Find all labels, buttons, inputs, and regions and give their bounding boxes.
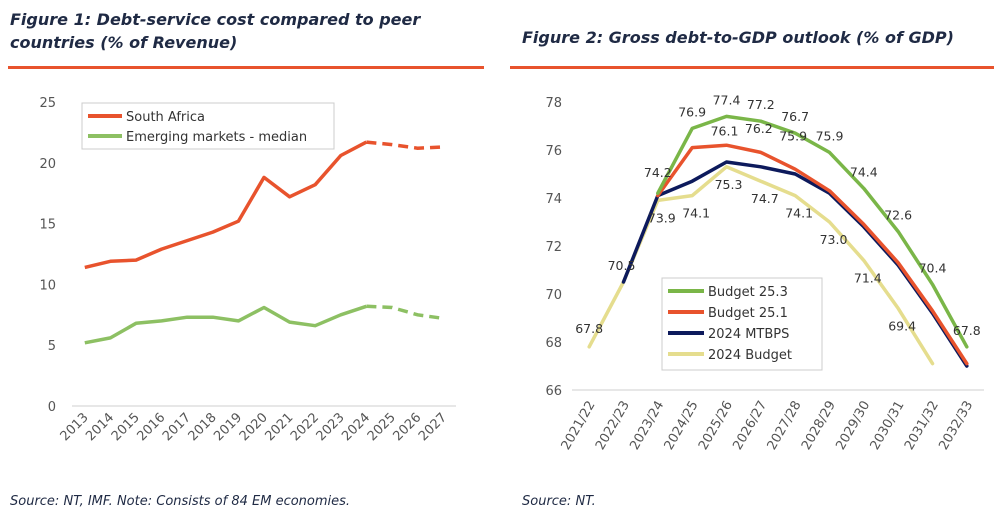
figure-1-panel: Figure 1: Debt-service cost compared to …: [0, 0, 492, 518]
y-tick-label: 68: [545, 336, 562, 351]
x-tick-label: 2020: [237, 410, 271, 444]
x-tick-label: 2021: [262, 410, 296, 444]
y-tick-label: 15: [39, 218, 56, 233]
figure-2-panel: Figure 2: Gross debt-to-GDP outlook (% o…: [510, 0, 1000, 518]
legend-box: [81, 102, 335, 150]
legend-label: South Africa: [126, 110, 205, 125]
y-tick-label: 74: [545, 192, 562, 207]
y-tick-label: 25: [39, 96, 56, 111]
figure-1-source: Source: NT, IMF. Note: Consists of 84 EM…: [10, 494, 351, 509]
legend-label: 2024 Budget: [708, 348, 792, 363]
x-tick-label: 2015: [109, 410, 143, 444]
data-label: 76.9: [678, 104, 706, 119]
series-line-0: [656, 114, 969, 349]
y-tick-label: 76: [545, 144, 562, 159]
data-label: 77.2: [747, 97, 775, 112]
data-label: 73.0: [820, 232, 848, 247]
series-projection-0: [366, 140, 444, 150]
y-tick-label: 72: [545, 240, 562, 255]
data-label: 76.7: [781, 109, 809, 124]
data-label: 71.4: [854, 270, 882, 285]
data-label: 77.4: [713, 92, 741, 107]
data-label: 74.7: [751, 191, 779, 206]
x-tick-label: 2017: [160, 410, 194, 444]
y-tick-label: 70: [545, 288, 562, 303]
data-label: 74.1: [682, 206, 710, 221]
x-tick-label: 2027: [416, 410, 450, 444]
figure-1-title: Figure 1: Debt-service cost compared to …: [10, 10, 421, 52]
series-line-0: [84, 140, 368, 270]
data-label: 70.4: [919, 260, 947, 275]
data-label: 76.2: [745, 121, 773, 136]
x-tick-label: 2024: [339, 410, 373, 444]
x-tick-label: 2014: [83, 410, 117, 444]
data-label: 75.9: [816, 128, 844, 143]
data-label: 72.6: [884, 208, 912, 223]
data-label: 74.4: [850, 164, 878, 179]
data-label: 73.9: [648, 210, 676, 225]
series-line-1: [656, 143, 969, 366]
y-tick-label: 0: [48, 400, 56, 415]
x-tick-label: 2019: [211, 410, 245, 444]
series-line-1: [84, 304, 367, 345]
x-tick-label: 2022: [288, 410, 322, 444]
x-tick-label: 2013: [58, 410, 92, 444]
y-tick-label: 20: [39, 157, 56, 172]
figure-2-chart: 666870727476782021/222022/232023/242024/…: [545, 92, 984, 453]
data-label: 70.5: [608, 258, 636, 273]
figure-2-title: Figure 2: Gross debt-to-GDP outlook (% o…: [522, 28, 954, 47]
y-tick-label: 10: [39, 278, 56, 293]
data-label: 74.1: [785, 206, 813, 221]
series-projection-1: [366, 304, 444, 321]
data-label: 76.1: [711, 124, 739, 139]
x-tick-label: 2016: [134, 410, 168, 444]
data-label: 67.8: [953, 323, 981, 338]
legend-label: 2024 MTBPS: [708, 327, 789, 342]
legend-label: Emerging markets - median: [126, 130, 307, 145]
x-tick-label: 2025: [365, 410, 399, 444]
data-label: 67.8: [575, 321, 603, 336]
x-tick-label: 2018: [186, 410, 220, 444]
figure-2-title-rule: [510, 66, 994, 69]
x-tick-label: 2023: [314, 410, 348, 444]
x-tick-label: 2032/33: [936, 399, 976, 453]
figure-1-title-rule: [8, 66, 484, 69]
y-tick-label: 66: [545, 384, 562, 399]
data-label: 74.2: [644, 165, 672, 180]
legend-label: Budget 25.1: [708, 306, 788, 321]
data-label: 75.9: [779, 128, 807, 143]
data-label: 69.4: [888, 318, 916, 333]
figure-1-chart: 0510152025201320142015201620172018201920…: [39, 96, 456, 444]
x-tick-label: 2026: [390, 410, 424, 444]
figure-2-source: Source: NT.: [522, 494, 596, 509]
data-label: 75.3: [715, 177, 743, 192]
y-tick-label: 78: [545, 96, 562, 111]
legend-label: Budget 25.3: [708, 285, 788, 300]
y-tick-label: 5: [48, 339, 56, 354]
